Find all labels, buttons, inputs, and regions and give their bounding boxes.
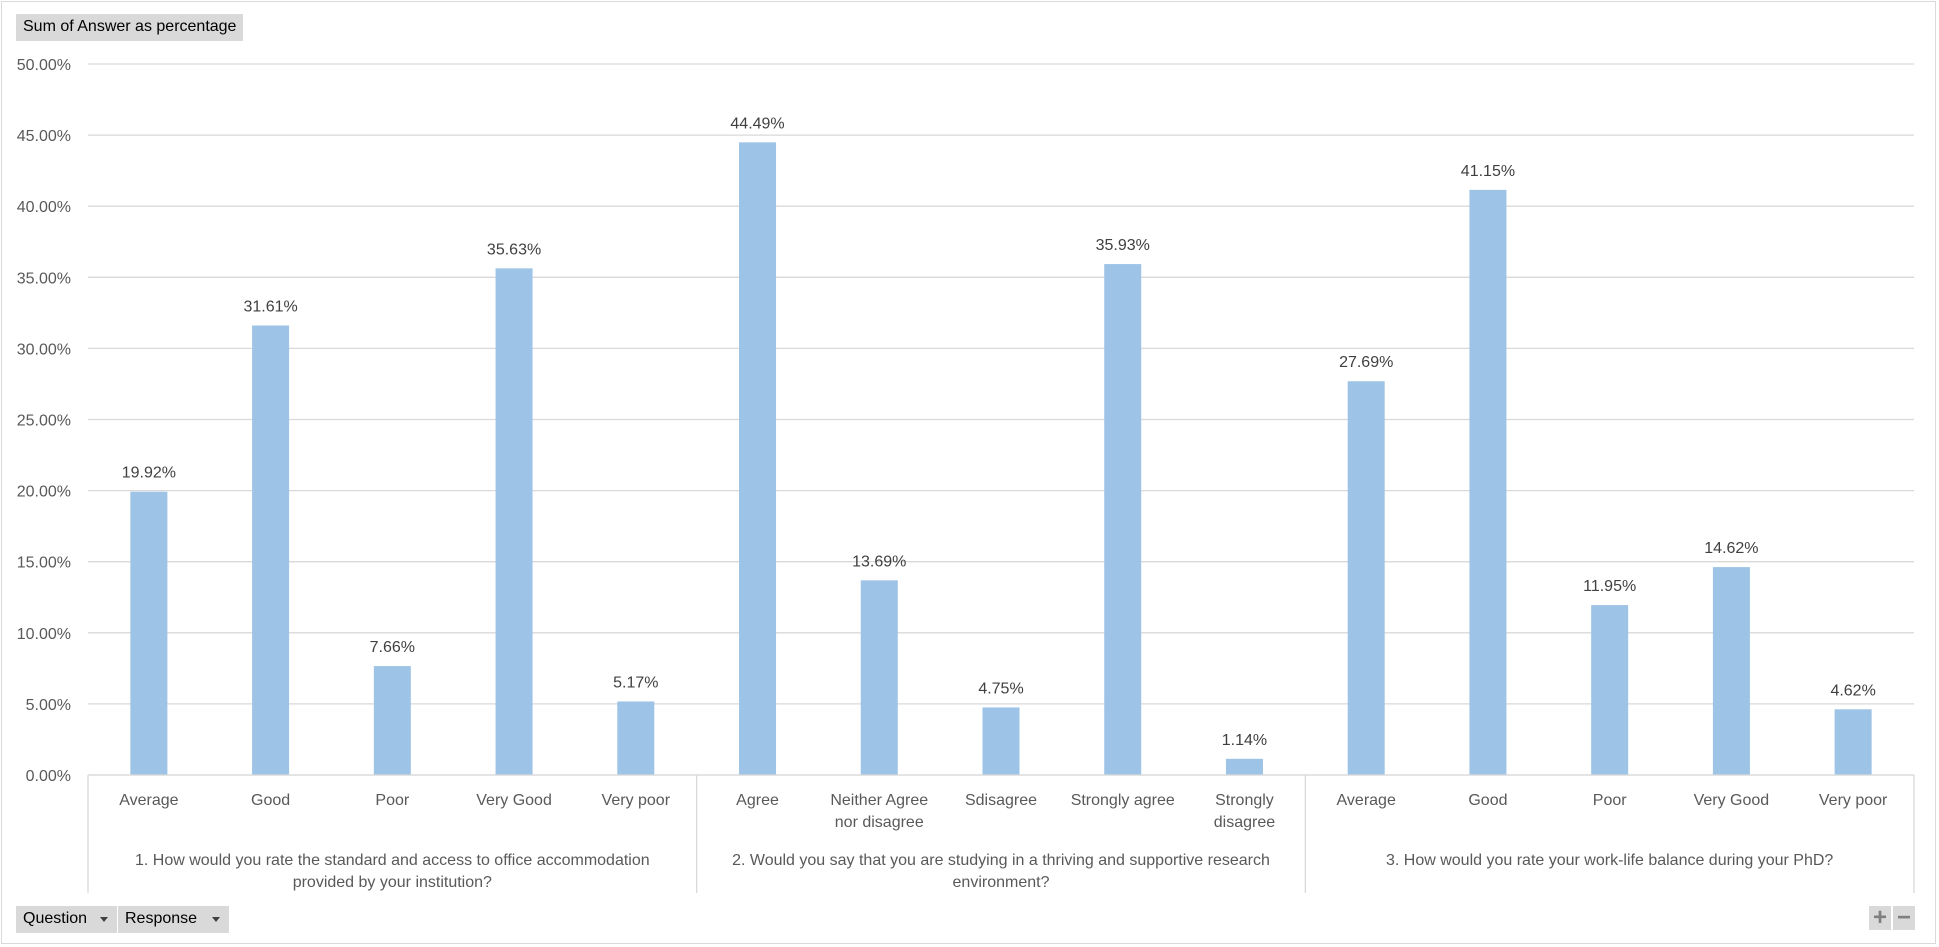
bar [130,491,168,775]
bar [373,666,411,775]
x-group-label: 3. How would you rate your work-life bal… [1386,852,1833,869]
x-category-label: Agree [736,792,779,809]
bar [495,268,533,775]
bar [252,325,290,775]
x-category-label: Poor [1593,792,1627,809]
data-label: 7.66% [370,639,415,656]
x-category-label: Very poor [602,792,671,809]
gridlines [88,63,1914,776]
x-category-label: Very Good [1694,792,1770,809]
data-label: 5.17% [613,674,658,691]
bar [1712,567,1750,775]
bar [860,580,898,775]
expand-field-button[interactable]: + [1869,906,1891,930]
y-tick-label: 15.00% [17,555,71,572]
data-label: 14.62% [1704,540,1758,557]
data-label: 44.49% [730,115,784,132]
data-label: 27.69% [1339,354,1393,371]
data-label: 11.95% [1583,578,1636,595]
x-axis: Average Good Poor Very Good Very poor 1. How … [87,774,1915,893]
data-label: 4.75% [978,680,1023,697]
x-category-label: Poor [375,792,409,809]
bar [617,701,655,775]
x-category-label: Sdisagree [965,792,1037,809]
bar [1347,381,1385,775]
x-category-label: Strongly agree [1071,792,1175,809]
y-axis-ticks: 0.00% 5.00% 10.00% 15.00% 20.00% 25.00% 30.00%… [17,57,71,785]
y-tick-label: 45.00% [17,128,71,145]
data-label: 31.61% [243,299,297,316]
y-tick-label: 25.00% [17,413,71,430]
bar [982,707,1020,775]
collapse-field-button[interactable]: − [1893,906,1915,930]
x-category-label: Good [1468,792,1507,809]
x-category-label: Strongly disagree [1214,792,1275,831]
x-category-label: Very Good [476,792,552,809]
dropdown-arrow-icon[interactable] [212,917,220,922]
value-field-button[interactable]: Sum of Answer as percentage [16,14,244,41]
y-tick-label: 10.00% [17,626,71,643]
x-category-label: Neither Agree nor disagree [830,792,928,831]
data-label: 41.15% [1461,163,1515,180]
dropdown-arrow-icon[interactable] [100,917,108,922]
data-label: 1.14% [1222,732,1267,749]
bars [130,142,1872,776]
data-labels: 19.92% 31.61% 7.66% 35.63% 5.17% 44.49% 13.69%… [122,115,1876,748]
bar [1469,189,1507,776]
bar [1104,264,1142,775]
data-label: 35.93% [1096,237,1150,254]
bar [1591,605,1629,775]
data-label: 13.69% [852,553,906,570]
x-group-label: 1. How would you rate the standard and a… [135,852,650,891]
bar [739,142,777,776]
bar [1225,758,1263,775]
x-category-label: Average [1337,792,1396,809]
bar [1834,709,1872,775]
y-tick-label: 0.00% [26,768,71,785]
y-tick-label: 5.00% [26,697,71,714]
x-category-label: Good [251,792,290,809]
data-label: 19.92% [122,465,176,482]
question-filter-label: Question [23,910,88,927]
x-group-label: 2. Would you say that you are studying i… [732,852,1270,891]
response-filter-label: Response [125,910,198,927]
x-category-label: Very poor [1819,792,1888,809]
x-category-label: Average [119,792,178,809]
y-tick-label: 30.00% [17,341,71,358]
y-tick-label: 50.00% [17,57,71,74]
data-label: 4.62% [1830,682,1875,699]
y-tick-label: 20.00% [17,484,71,501]
response-filter-button[interactable]: Response [118,906,229,933]
data-label: 35.63% [487,241,541,258]
question-filter-button[interactable]: Question [16,906,117,933]
y-tick-label: 35.00% [17,270,71,287]
y-tick-label: 40.00% [17,199,71,216]
